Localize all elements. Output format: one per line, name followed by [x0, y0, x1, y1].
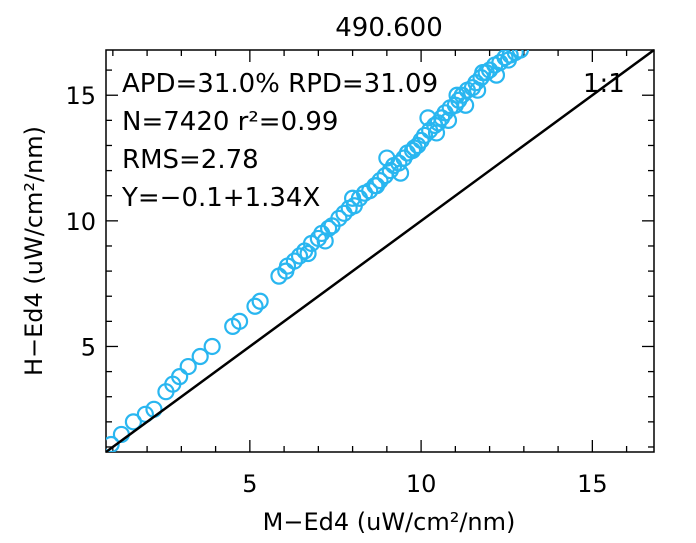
x-axis-label: M−Ed4 (uW/cm²/nm) — [263, 508, 516, 536]
stat-regression: Y=−0.1+1.34X — [121, 183, 320, 213]
data-point — [344, 189, 362, 207]
data-point — [246, 297, 264, 315]
stat-n-r2: N=7420 r²=0.99 — [122, 107, 338, 137]
data-point — [487, 66, 506, 84]
y-tick-label: 15 — [65, 82, 96, 110]
data-point — [469, 81, 487, 99]
one-to-one-label: 1:1 — [583, 69, 625, 99]
data-point — [203, 337, 221, 356]
one-to-one-line — [105, 48, 655, 454]
data-point — [403, 141, 422, 160]
stat-rms: RMS=2.78 — [122, 145, 259, 175]
y-axis-label: H−Ed4 (uW/cm²/nm) — [20, 126, 48, 376]
data-point — [320, 219, 338, 237]
data-point — [171, 368, 189, 386]
data-point — [290, 247, 309, 265]
data-points — [106, 50, 530, 452]
data-point — [179, 357, 197, 376]
data-point — [415, 126, 434, 145]
data-point — [405, 139, 423, 157]
data-point — [499, 51, 518, 69]
axis-ticks: 5 10 15 5 10 15 — [65, 50, 654, 498]
data-point — [439, 111, 458, 129]
data-point — [378, 149, 396, 167]
data-point — [124, 413, 142, 431]
data-point — [367, 177, 386, 195]
data-point — [106, 435, 120, 452]
y-tick-label: 10 — [65, 208, 96, 236]
plot-frame — [105, 49, 655, 453]
data-point — [330, 209, 348, 227]
data-point — [391, 164, 410, 182]
data-point — [511, 50, 530, 59]
x-tick-label: 15 — [577, 470, 608, 498]
chart-title: 490.600 — [335, 13, 443, 43]
stat-apd-rpd: APD=31.0% RPD=31.09 — [122, 69, 438, 99]
x-tick-label: 10 — [406, 470, 437, 498]
data-point — [299, 244, 317, 263]
x-tick-label: 5 — [242, 470, 257, 498]
data-point — [230, 312, 249, 330]
data-point — [457, 96, 475, 114]
data-point — [427, 124, 446, 142]
data-point — [448, 86, 466, 104]
data-point — [419, 109, 437, 127]
data-point — [316, 232, 334, 250]
data-point — [191, 347, 209, 366]
data-point — [285, 252, 303, 270]
data-point — [251, 292, 269, 310]
y-tick-label: 5 — [81, 333, 96, 361]
